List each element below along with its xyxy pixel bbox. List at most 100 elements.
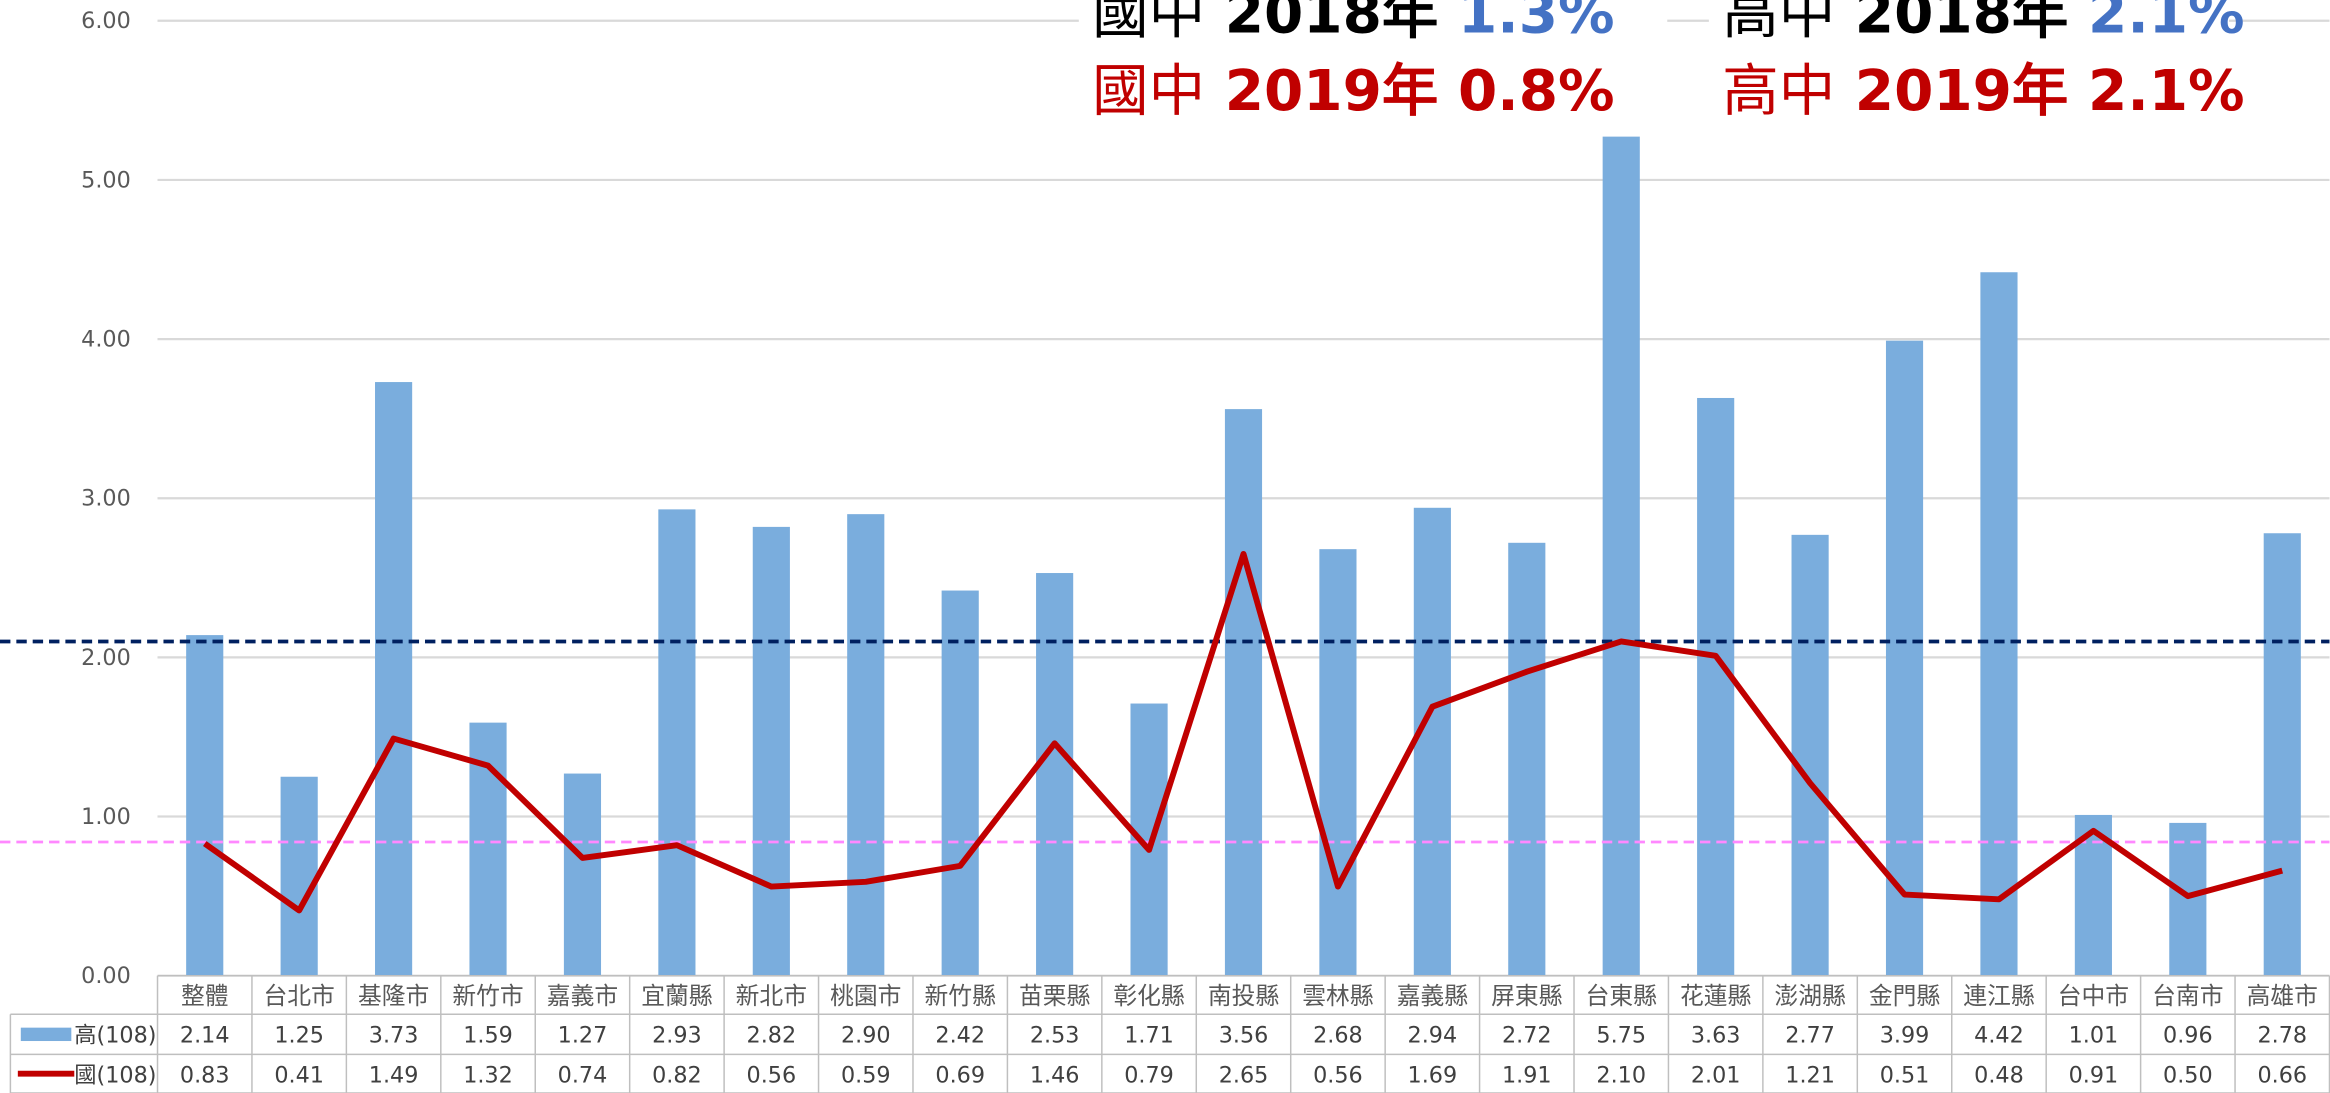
annotation-part: 高中 [1722, 0, 1835, 47]
table-value: 1.59 [463, 1023, 513, 1049]
table-value: 0.51 [1880, 1063, 1930, 1089]
table-value: 0.91 [2069, 1063, 2119, 1089]
bar [1508, 542, 1546, 976]
bar [1697, 397, 1735, 976]
annotation-part: 高中 [1722, 59, 1835, 124]
table-value: 1.32 [463, 1063, 513, 1089]
category-label: 嘉義縣 [1397, 982, 1469, 1010]
category-label: 新北市 [736, 982, 807, 1010]
table-value: 2.68 [1313, 1023, 1363, 1049]
y-tick-label: 4.00 [81, 327, 131, 353]
annotation-part: 1.3% [1438, 0, 1614, 47]
bar [1036, 573, 1074, 976]
table-value: 0.79 [1124, 1063, 1174, 1089]
annotation-part: 2018年 [1835, 0, 2068, 47]
annotation-box [1078, 0, 1668, 137]
y-tick-label: 6.00 [81, 8, 131, 34]
y-tick-label: 3.00 [81, 486, 131, 512]
table-value: 1.27 [558, 1023, 608, 1049]
bar [658, 509, 696, 976]
category-label: 新竹市 [452, 982, 523, 1010]
category-label: 基隆市 [358, 982, 429, 1010]
category-label: 花蓮縣 [1680, 982, 1752, 1010]
annotation: 國中 2018年 1.3% [1092, 0, 1614, 47]
category-label: 南投縣 [1208, 982, 1280, 1010]
annotation-part: 2019年 [1205, 59, 1438, 124]
category-label: 澎湖縣 [1774, 982, 1846, 1010]
table-value: 3.63 [1691, 1023, 1741, 1049]
table-value: 0.74 [558, 1063, 608, 1089]
y-tick-label: 2.00 [81, 645, 131, 671]
table-value: 0.56 [747, 1063, 797, 1089]
line [203, 550, 2284, 914]
bar [752, 526, 790, 976]
table-value: 5.75 [1596, 1023, 1646, 1049]
table-value: 0.66 [2257, 1063, 2307, 1089]
table-value: 0.50 [2163, 1063, 2213, 1089]
category-label: 雲林縣 [1302, 982, 1374, 1010]
table-value: 1.49 [369, 1063, 419, 1089]
bar [2263, 533, 2301, 976]
bar [1224, 409, 1263, 976]
category-label: 台東縣 [1586, 982, 1658, 1010]
table-value: 2.90 [841, 1023, 891, 1049]
category-label: 台南市 [2152, 982, 2223, 1010]
category-label: 連江縣 [1963, 982, 2035, 1010]
annotation: 國中 2019年 0.8% [1092, 59, 1614, 124]
legend-label: 國(108) [74, 1063, 156, 1089]
table-value: 2.65 [1219, 1063, 1269, 1089]
category-label: 整體 [181, 982, 229, 1010]
annotation-part: 2.1% [2068, 0, 2244, 47]
annotation: 高中 2018年 2.1% [1722, 0, 2244, 47]
table-value: 1.25 [274, 1023, 324, 1049]
bar [941, 590, 979, 976]
y-tick-label: 0.00 [81, 963, 131, 989]
category-label: 嘉義市 [547, 982, 618, 1010]
table-value: 0.48 [1974, 1063, 2024, 1089]
table-value: 1.91 [1502, 1063, 1552, 1089]
table-value: 1.71 [1124, 1023, 1174, 1049]
category-label: 屏東縣 [1491, 982, 1563, 1010]
table-value: 1.69 [1408, 1063, 1458, 1089]
table-value: 2.14 [180, 1023, 230, 1049]
table-value: 0.96 [2163, 1023, 2213, 1049]
annotation-part: 2.1% [2068, 59, 2244, 124]
table-value: 2.42 [935, 1023, 985, 1049]
table-value: 2.93 [652, 1023, 702, 1049]
category-label: 宜蘭縣 [641, 982, 713, 1010]
bar [1885, 340, 1924, 976]
category-label: 彰化縣 [1113, 982, 1185, 1010]
bar [1413, 507, 1451, 976]
table-value: 0.69 [935, 1063, 985, 1089]
table-value: 0.83 [180, 1063, 230, 1089]
table-value: 2.01 [1691, 1063, 1741, 1089]
table-value: 1.46 [1030, 1063, 1080, 1089]
annotation-part: 國中 [1092, 0, 1205, 47]
bar [1319, 549, 1357, 976]
y-tick-label: 5.00 [81, 167, 131, 193]
bar [375, 382, 413, 976]
y-tick-label: 1.00 [81, 804, 131, 830]
table-value: 2.53 [1030, 1023, 1080, 1049]
table-value: 0.59 [841, 1063, 891, 1089]
table-value: 0.82 [652, 1063, 702, 1089]
annotation-part: 2018年 [1205, 0, 1438, 47]
category-label: 新竹縣 [925, 982, 997, 1010]
table-value: 3.73 [369, 1023, 419, 1049]
bar [1791, 534, 1829, 976]
table-value: 2.94 [1408, 1023, 1458, 1049]
category-label: 台北市 [264, 982, 335, 1010]
annotation-part: 2019年 [1835, 59, 2068, 124]
bar [1980, 272, 2018, 976]
bar [1602, 60, 1640, 976]
table-value: 2.77 [1785, 1023, 1835, 1049]
legend-label: 高(108) [74, 1023, 156, 1049]
bar [563, 773, 602, 976]
legend-swatch [20, 1027, 72, 1042]
category-label: 桃園市 [830, 982, 901, 1010]
table-value: 4.42 [1974, 1023, 2024, 1049]
table-value: 2.10 [1596, 1063, 1646, 1089]
bar [280, 776, 318, 976]
